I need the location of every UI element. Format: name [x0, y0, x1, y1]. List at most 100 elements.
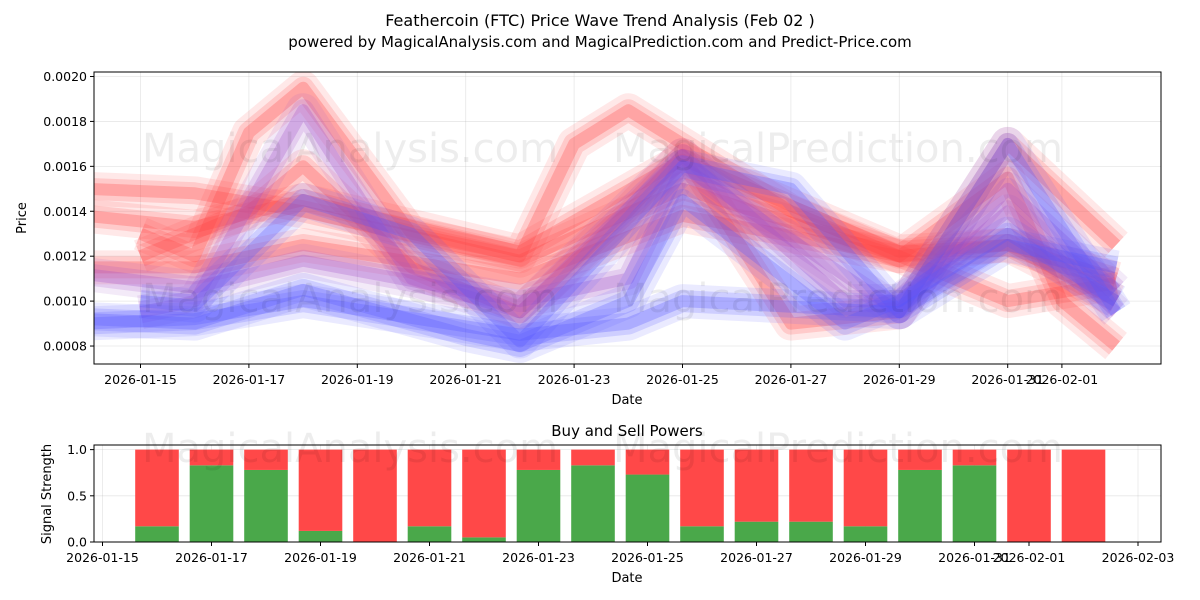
buy-bar	[516, 469, 561, 542]
price-band-stroke	[94, 177, 1120, 290]
price-band-stroke	[94, 189, 1122, 357]
price-band-stroke	[94, 142, 1124, 317]
power-y-tick-label: 0.0	[67, 535, 87, 550]
sell-bar	[1061, 449, 1106, 542]
watermark-6: MagicalPrediction.com	[613, 426, 1063, 472]
price-band-stroke	[94, 183, 1126, 363]
buy-bar	[189, 465, 234, 542]
price-y-tick-label: 0.0008	[43, 339, 87, 354]
power-x-tick-label: 2026-01-15	[66, 550, 139, 565]
sell-bar	[625, 449, 670, 475]
price-band-stroke	[139, 104, 1121, 319]
price-y-tick-label: 0.0010	[43, 294, 87, 309]
price-x-tick-label: 2026-01-29	[863, 372, 936, 387]
power-x-label: Date	[611, 571, 642, 586]
price-band-stroke	[133, 126, 1128, 341]
price-x-label: Date	[611, 393, 642, 408]
sell-bar	[898, 449, 942, 470]
main-title: Feathercoin (FTC) Price Wave Trend Analy…	[385, 11, 815, 30]
price-x-tick-label: 2026-01-27	[755, 372, 828, 387]
price-band-stroke	[94, 171, 1122, 295]
price-band-red-band-3	[94, 198, 1119, 319]
watermark-4: MagicalPrediction.com	[613, 276, 1063, 322]
sell-bar	[462, 449, 506, 538]
sell-bar	[571, 449, 615, 466]
sell-bar	[516, 449, 561, 470]
watermark-1: MagicalAnalysis.com	[142, 126, 558, 172]
price-band-stroke	[133, 72, 1127, 360]
buy-bar	[135, 526, 179, 542]
buy-bar	[843, 526, 888, 542]
power-y-ticks: 0.0 0.5 1.0	[67, 442, 94, 550]
price-band-stroke	[94, 155, 1124, 324]
price-y-label: Price	[15, 202, 30, 234]
buy-bar	[680, 526, 724, 542]
price-band-purple-band	[94, 149, 1128, 330]
price-y-tick-label: 0.0020	[43, 69, 87, 84]
sell-bar	[353, 449, 397, 542]
price-band-red-band-2	[94, 171, 1122, 295]
price-y-tick-label: 0.0014	[43, 204, 87, 219]
price-y-tick-label: 0.0018	[43, 114, 87, 129]
power-y-tick-label: 0.5	[67, 488, 87, 503]
price-x-tick-label: 2026-01-25	[646, 372, 719, 387]
price-x-tick-label: 2026-01-19	[321, 372, 394, 387]
price-y-tick-label: 0.0016	[43, 159, 87, 174]
buy-bar	[407, 526, 452, 542]
buy-bar	[571, 465, 615, 542]
sell-bar	[680, 449, 724, 527]
price-band-stroke	[94, 160, 1121, 319]
buy-bar	[462, 537, 506, 542]
buy-bar	[244, 469, 288, 542]
power-plot-frame	[93, 444, 1162, 543]
price-band-stroke	[94, 182, 1118, 285]
sell-bar	[407, 449, 452, 527]
price-band-stroke	[94, 148, 1122, 311]
price-plot-frame	[93, 71, 1162, 365]
watermark-3: MagicalAnalysis.com	[142, 276, 558, 322]
main-subtitle: powered by MagicalAnalysis.com and Magic…	[288, 33, 912, 51]
power-y-label: Signal Strength	[40, 444, 55, 544]
price-x-tick-label: 2026-01-15	[104, 372, 177, 387]
power-x-tick-label: 2026-01-29	[829, 550, 902, 565]
price-band-stroke	[94, 198, 1119, 319]
price-band-red-spike-2	[133, 126, 1128, 341]
price-band-blue-band-2	[139, 126, 1131, 359]
power-x-tick-label: 2026-01-17	[175, 550, 248, 565]
price-band-stroke	[94, 209, 1118, 308]
price-band-stroke	[138, 137, 1121, 330]
power-x-tick-label: 2026-02-01	[993, 550, 1066, 565]
power-x-tick-label: 2026-02-03	[1102, 550, 1175, 565]
price-x-tick-label: 2026-02-01	[1026, 372, 1099, 387]
sell-bar	[789, 449, 833, 522]
price-x-ticks: 2026-01-15 2026-01-17 2026-01-19 2026-01-21…	[104, 364, 1098, 387]
price-x-tick-label: 2026-01-21	[429, 372, 502, 387]
power-x-tick-label: 2026-01-21	[393, 550, 466, 565]
buy-bar	[625, 474, 670, 542]
price-y-ticks: 0.0008 0.0010 0.0012 0.0014 0.0016 0.0018 0.00…	[43, 69, 94, 354]
buy-bar	[298, 530, 343, 542]
price-band-stroke	[139, 126, 1131, 359]
sell-bar	[189, 449, 234, 466]
price-band-stroke	[139, 132, 1126, 353]
power-x-tick-label: 2026-01-23	[502, 550, 575, 565]
price-bands	[94, 72, 1131, 363]
price-x-tick-label: 2026-01-23	[538, 372, 611, 387]
price-band-stroke	[138, 81, 1120, 351]
sell-bar	[298, 449, 343, 531]
price-band-stroke	[94, 228, 1120, 352]
power-y-tick-label: 1.0	[67, 442, 87, 457]
power-bars	[135, 449, 1106, 542]
watermark-2: MagicalPrediction.com	[613, 126, 1063, 172]
price-band-stroke	[94, 153, 1119, 307]
power-x-tick-label: 2026-01-31	[938, 550, 1011, 565]
price-x-tick-label: 2026-01-17	[213, 372, 286, 387]
price-band-blue-band-3	[94, 183, 1126, 363]
buy-bar	[898, 469, 942, 542]
power-chart: Buy and Sell Powers MagicalAnalysis.com …	[40, 422, 1174, 586]
buy-bar	[789, 521, 833, 542]
power-x-tick-label: 2026-01-25	[611, 550, 684, 565]
price-band-red-spike-1	[133, 72, 1127, 360]
price-band-stroke	[94, 194, 1120, 352]
